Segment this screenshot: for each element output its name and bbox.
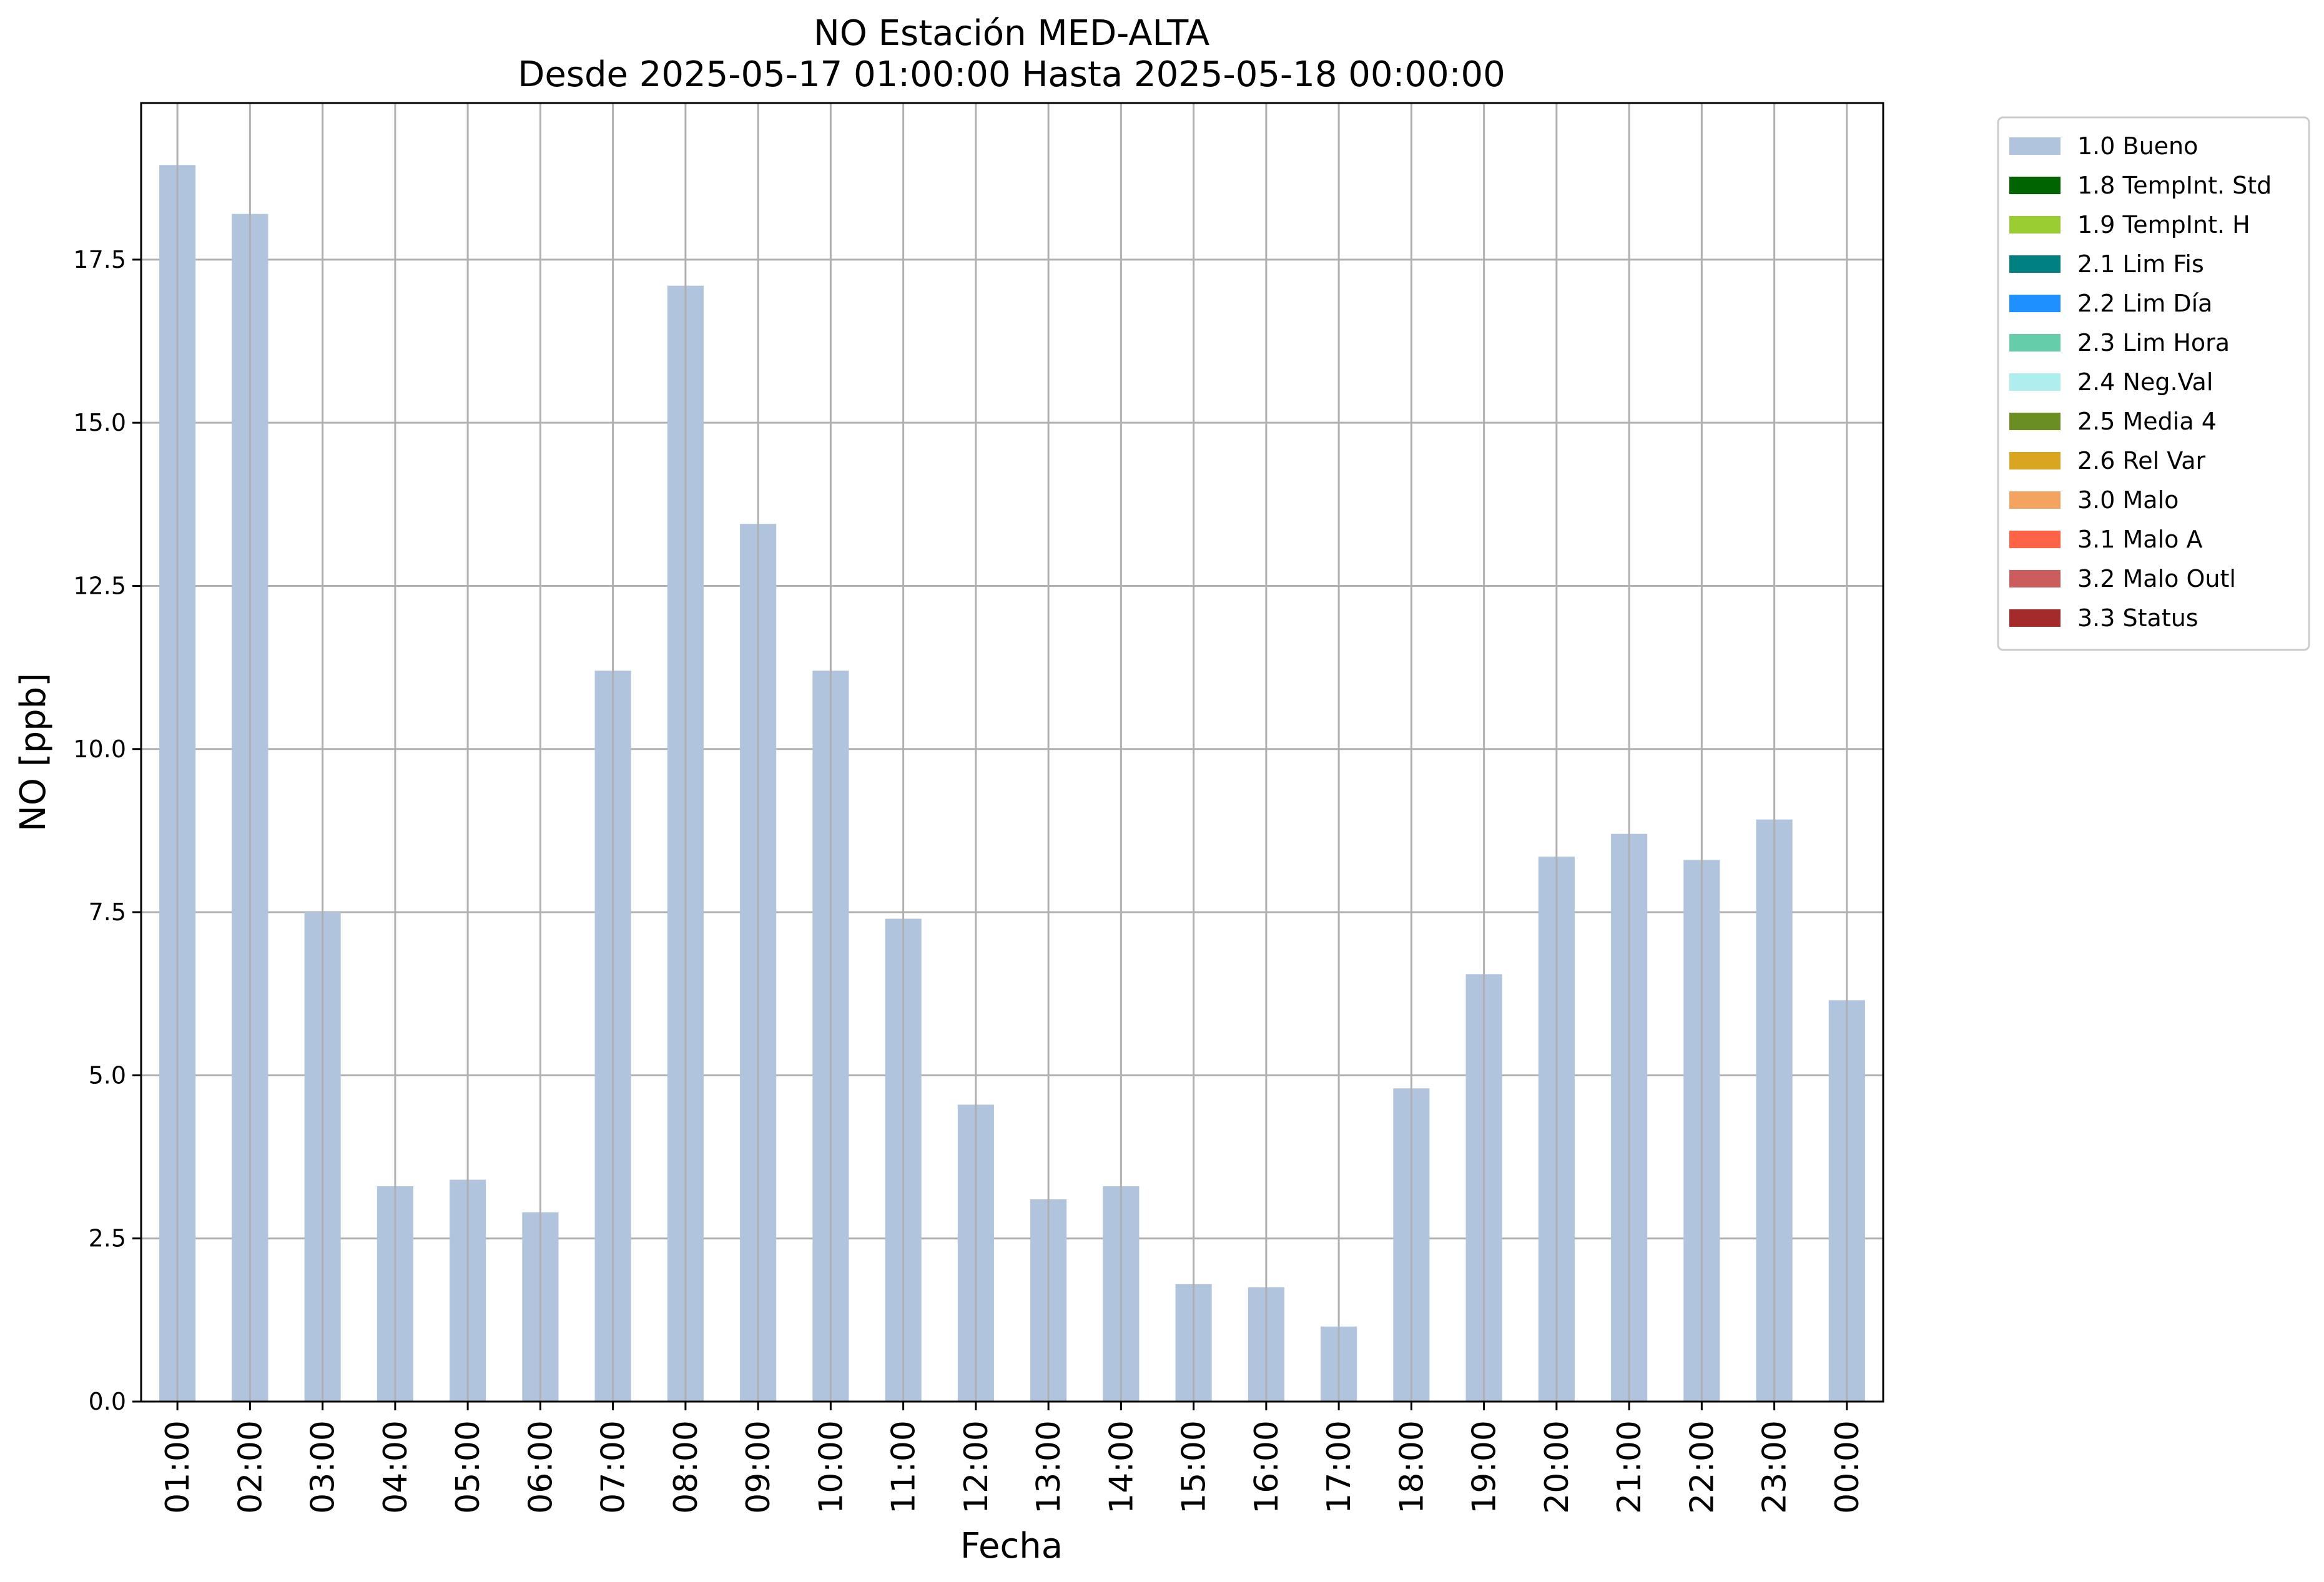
vertical-gridlines: [176, 103, 1848, 1402]
x-tick-label: 16:00: [1248, 1420, 1286, 1514]
legend-label: 1.9 TempInt. H: [2077, 211, 2250, 238]
legend-swatch: [2009, 373, 2061, 391]
legend-label: 2.5 Media 4: [2077, 408, 2217, 435]
y-tick-label: 2.5: [89, 1225, 126, 1252]
chart-subtitle: Desde 2025-05-17 01:00:00 Hasta 2025-05-…: [518, 54, 1505, 95]
legend-frame: [1997, 116, 2310, 651]
legend-swatch: [2009, 531, 2061, 548]
y-tick-label: 15.0: [73, 409, 126, 436]
legend-swatch: [2009, 334, 2061, 351]
x-tick-label: 06:00: [522, 1420, 559, 1514]
x-tick-label: 05:00: [450, 1420, 487, 1514]
x-tick-label: 13:00: [1030, 1420, 1068, 1514]
y-axis-label: NO [ppb]: [13, 673, 54, 832]
x-tick-label: 18:00: [1393, 1420, 1430, 1514]
x-tick-label: 22:00: [1683, 1420, 1721, 1514]
legend-label: 2.6 Rel Var: [2077, 447, 2206, 474]
legend-swatch: [2009, 295, 2061, 312]
x-tick-label: 10:00: [812, 1420, 850, 1514]
legend-label: 3.3 Status: [2077, 604, 2198, 632]
legend-swatch: [2009, 216, 2061, 233]
legend-label: 3.1 Malo A: [2077, 526, 2202, 553]
x-tick-label: 17:00: [1321, 1420, 1358, 1514]
bars: [159, 165, 1865, 1402]
legend-swatch: [2009, 609, 2061, 627]
y-tick-label: 10.0: [73, 735, 126, 763]
x-tick-label: 21:00: [1611, 1420, 1648, 1514]
x-tick-label: 03:00: [305, 1420, 342, 1514]
y-axis-ticks: 0.0 2.5 5.0 7.5 10.0 12.5 15.0 17.5: [73, 246, 141, 1415]
y-tick-label: 7.5: [89, 898, 126, 926]
x-tick-label: 11:00: [885, 1420, 923, 1514]
plot-frame: [140, 102, 1884, 1403]
x-axis-label: Fecha: [960, 1526, 1063, 1566]
legend-swatch: [2009, 177, 2061, 194]
x-tick-label: 12:00: [958, 1420, 995, 1514]
x-tick-label: 09:00: [740, 1420, 777, 1514]
legend-swatch: [2009, 413, 2061, 430]
legend-label: 3.0 Malo: [2077, 486, 2179, 514]
legend-swatch: [2009, 570, 2061, 587]
x-tick-label: 04:00: [377, 1420, 415, 1514]
x-tick-label: 07:00: [595, 1420, 633, 1514]
x-tick-label: 20:00: [1539, 1420, 1576, 1514]
x-axis-ticks: 01:00 02:00 03:00 04:00 05:00 06:00 07:00 08:00…: [159, 1402, 1866, 1514]
x-tick-label: 02:00: [232, 1420, 269, 1514]
legend-label: 2.3 Lim Hora: [2077, 329, 2230, 356]
legend-swatch: [2009, 452, 2061, 469]
x-tick-label: 15:00: [1176, 1420, 1213, 1514]
x-tick-label: 23:00: [1756, 1420, 1794, 1514]
y-tick-label: 5.0: [89, 1061, 126, 1089]
grid: [141, 258, 1883, 1403]
legend: 1.0 Bueno 1.8 TempInt. Std 1.9 TempInt. H 2…: [1997, 116, 2310, 651]
legend-label: 2.1 Lim Fis: [2077, 250, 2204, 278]
legend-label: 1.8 TempInt. Std: [2077, 172, 2272, 199]
x-tick-label: 19:00: [1466, 1420, 1504, 1514]
legend-label: 3.2 Malo Outl: [2077, 565, 2236, 592]
y-tick-label: 17.5: [73, 246, 126, 273]
legend-label: 1.0 Bueno: [2077, 132, 2198, 160]
x-tick-label: 14:00: [1103, 1420, 1140, 1514]
legend-label: 2.4 Neg.Val: [2077, 368, 2213, 396]
legend-swatch: [2009, 137, 2061, 155]
legend-swatch: [2009, 491, 2061, 509]
y-tick-label: 12.5: [73, 572, 126, 599]
x-tick-label: 01:00: [159, 1420, 197, 1514]
legend-swatch: [2009, 255, 2061, 273]
legend-label: 2.2 Lim Día: [2077, 290, 2212, 317]
x-tick-label: 00:00: [1829, 1420, 1866, 1514]
x-tick-label: 08:00: [667, 1420, 705, 1514]
y-tick-label: 0.0: [89, 1388, 126, 1415]
chart-title: NO Estación MED-ALTA: [814, 13, 1209, 54]
